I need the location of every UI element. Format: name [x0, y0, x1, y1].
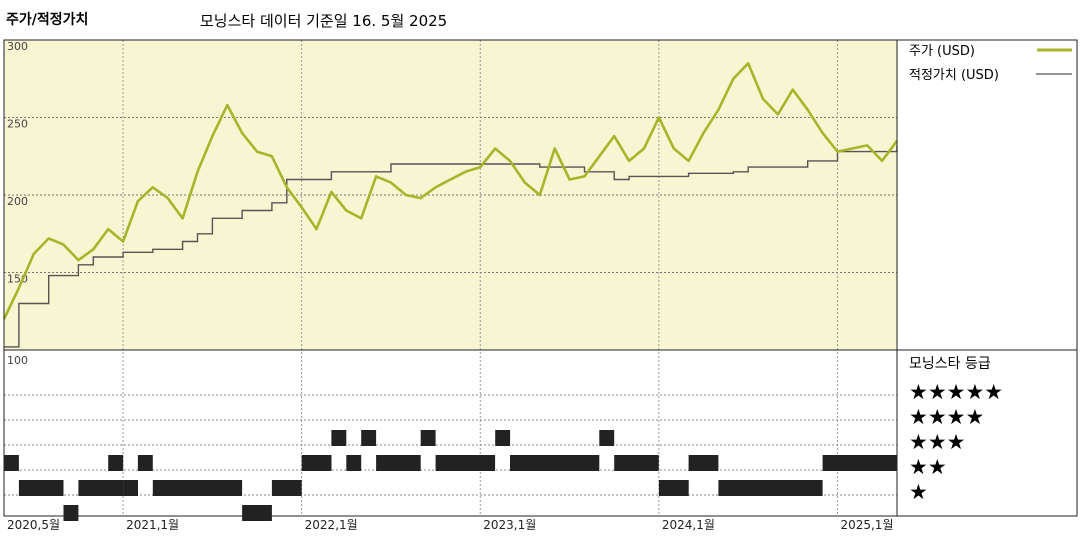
rating-bars — [4, 430, 897, 521]
rating-bar — [331, 430, 347, 446]
rating-bar — [658, 480, 689, 496]
rating-bar — [242, 505, 272, 521]
legend-five-stars: ★★★★★ — [909, 380, 1003, 404]
legend-fair-label: 적정가치 (USD) — [909, 68, 999, 83]
rating-bar — [301, 455, 332, 471]
rating-bar — [435, 455, 496, 471]
chart-frame — [3, 39, 1078, 517]
y-tick-label-250: 250 — [7, 118, 28, 131]
legend-three-stars: ★★★ — [909, 430, 965, 454]
rating-bar — [376, 455, 421, 471]
rating-bar — [822, 455, 897, 471]
rating-bar — [78, 480, 124, 496]
price-line — [2, 61, 899, 320]
x-tick-label: 2024,1월 — [662, 518, 715, 532]
legend-two-stars: ★★ — [909, 455, 947, 479]
rating-bar — [688, 455, 719, 471]
rating-bar — [361, 430, 377, 446]
rating-bar — [718, 480, 823, 496]
x-tick-label: 2023,1월 — [483, 518, 536, 532]
x-tick-label: 2022,1월 — [305, 518, 358, 532]
legend-rating-title: 모닝스타 등급 — [909, 356, 991, 372]
rating-bar — [420, 430, 436, 446]
rating-bar — [4, 455, 19, 471]
rating-bar — [346, 455, 362, 471]
rating-bar — [614, 455, 659, 471]
legend-one-star: ★ — [909, 480, 928, 504]
rating-bar — [152, 480, 243, 496]
legend-four-stars: ★★★★ — [909, 405, 984, 429]
rating-bar — [123, 480, 138, 496]
rating-bar — [108, 455, 124, 471]
chart-subtitle: 모닝스타 데이터 기준일 16. 5월 2025 — [200, 12, 447, 30]
rating-bar — [495, 430, 511, 446]
x-tick-label: 2021,1월 — [126, 518, 179, 532]
x-tick-label: 2020,5월 — [7, 518, 60, 532]
rating-bar — [63, 505, 79, 521]
x-tick-label: 2025,1월 — [840, 518, 893, 532]
grid-lines — [4, 40, 897, 516]
fair-value-line — [4, 145, 898, 348]
rating-bar — [137, 455, 153, 471]
x-tick-labels: 2020,5월 2021,1월 2022,1월 2023,1월 2024,1월 2025,… — [7, 518, 893, 532]
chart-title: 주가/적정가치 — [6, 11, 88, 28]
y-tick-label-100: 100 — [7, 354, 28, 367]
y-tick-label-300: 300 — [7, 40, 28, 53]
rating-bar — [599, 430, 615, 446]
legend-price-label: 주가 (USD) — [909, 44, 975, 59]
rating-bar — [271, 480, 302, 496]
y-tick-label-200: 200 — [7, 195, 28, 208]
rating-bar — [510, 455, 600, 471]
rating-bar — [18, 480, 64, 496]
